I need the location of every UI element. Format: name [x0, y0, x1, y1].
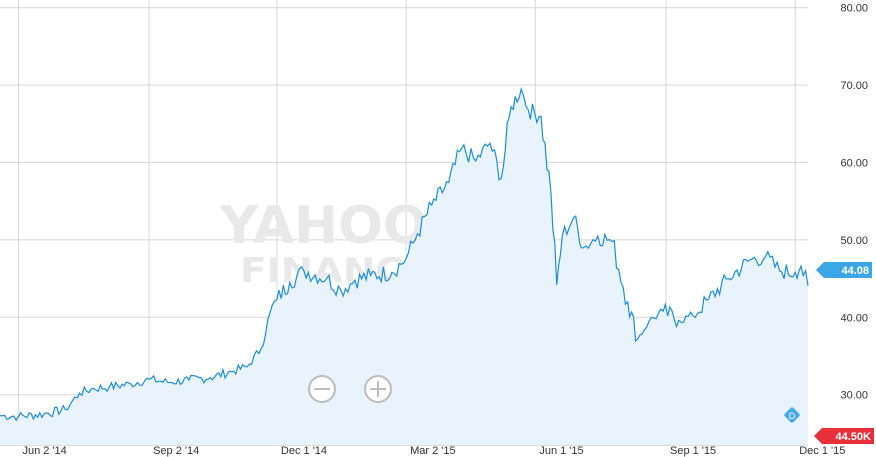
- zoom-out-button[interactable]: [308, 375, 336, 403]
- dividend-marker[interactable]: D: [784, 407, 801, 424]
- price-area-fill: [0, 89, 808, 445]
- y-tick-label: 60.00: [840, 158, 868, 170]
- y-tick-label: 30.00: [840, 390, 868, 402]
- price-line: [0, 86, 809, 422]
- x-tick-label: Jun 1 '15: [539, 445, 583, 457]
- x-tick-label: Dec 1 '14: [281, 445, 327, 457]
- y-tick-label: 80.00: [840, 3, 868, 15]
- current-price-badge: 44.08: [816, 262, 872, 278]
- x-tick-label: Dec 1 '15: [799, 445, 845, 457]
- current-price-label: 44.08: [841, 265, 869, 277]
- y-tick-label: 70.00: [840, 80, 868, 92]
- dividend-diamond-icon: [784, 407, 800, 423]
- y-tick-label: 50.00: [840, 235, 868, 247]
- y-axis-labels: 30.00 40.00 50.00 60.00 70.00 80.00: [840, 3, 868, 402]
- volume-label: 44.50K: [836, 431, 872, 443]
- volume-badge: 44.50K: [814, 428, 874, 444]
- x-tick-label: Sep 2 '14: [153, 445, 199, 457]
- y-tick-label: 40.00: [840, 312, 868, 324]
- zoom-in-button[interactable]: [364, 375, 392, 403]
- x-tick-label: Jun 2 '14: [22, 445, 66, 457]
- dividend-label: D: [789, 411, 796, 421]
- x-tick-label: Mar 2 '15: [410, 445, 456, 457]
- x-tick-label: Sep 1 '15: [670, 445, 716, 457]
- x-axis-labels: Jun 2 '14 Sep 2 '14 Dec 1 '14 Mar 2 '15 Jun …: [22, 445, 845, 457]
